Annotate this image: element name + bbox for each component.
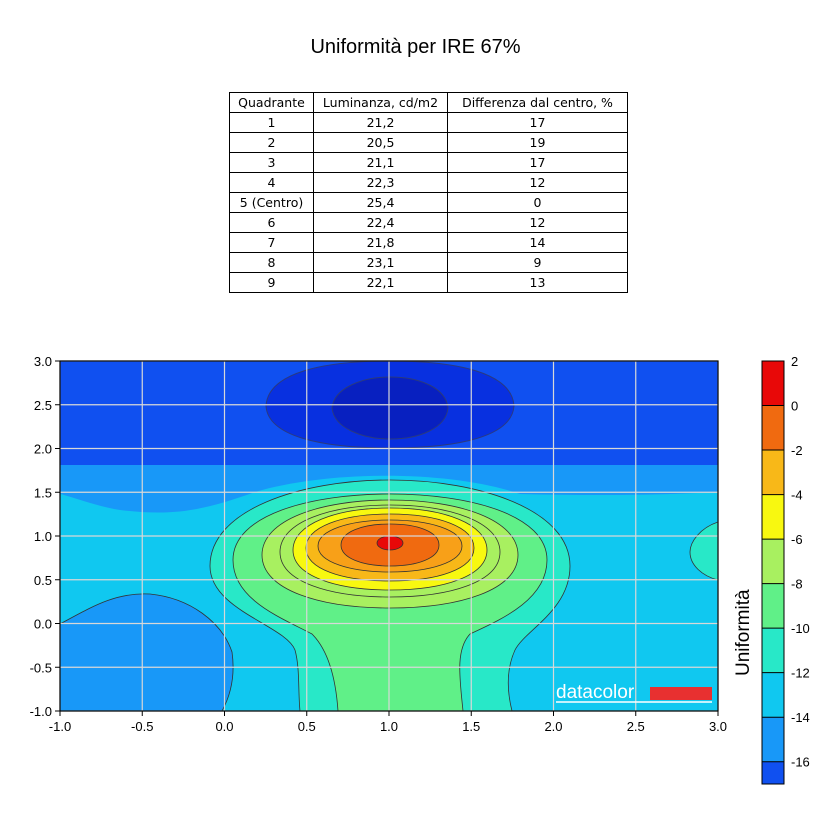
y-tick-label: -1.0 — [30, 704, 52, 719]
cell-quadrant: 5 (Centro) — [229, 192, 314, 213]
colorbar-tick-label: 2 — [791, 354, 798, 369]
colorbar-band — [762, 672, 784, 718]
colorbar-band — [762, 628, 784, 673]
y-tick-label: 2.0 — [34, 442, 52, 457]
uniformity-table: Quadrante Luminanza, cd/m2 Differenza da… — [229, 92, 628, 293]
colorbar — [761, 360, 785, 785]
colorbar-band — [762, 761, 784, 784]
x-tick-label: 3.0 — [709, 719, 727, 734]
colorbar-tick-label: -10 — [791, 621, 810, 636]
y-axis: 3.0 2.5 2.0 1.5 1.0 0.5 0.0 -0.5 -1.0 — [30, 354, 60, 719]
colorbar-tick-label: -16 — [791, 755, 810, 770]
cell-difference: 13 — [447, 272, 628, 293]
colorbar-band — [762, 361, 784, 406]
table-row: 5 (Centro) 25,4 0 — [229, 192, 628, 213]
cell-difference: 12 — [447, 172, 628, 193]
contour-band-top-min — [331, 376, 449, 440]
datacolor-logo-bar — [650, 687, 712, 700]
header-difference: Differenza dal centro, % — [447, 92, 628, 113]
y-tick-label: 1.5 — [34, 485, 52, 500]
table-row: 3 21,1 17 — [229, 152, 628, 173]
x-tick-label: 0.0 — [215, 719, 233, 734]
x-tick-label: 2.5 — [627, 719, 645, 734]
colorbar-band — [762, 583, 784, 629]
colorbar-label: Uniformità — [733, 589, 754, 676]
x-tick-label: -1.0 — [49, 719, 71, 734]
colorbar-tick-label: -8 — [791, 577, 803, 592]
header-luminance: Luminanza, cd/m2 — [313, 92, 448, 113]
y-tick-label: -0.5 — [30, 660, 52, 675]
datacolor-watermark: datacolor — [556, 682, 712, 703]
colorbar-tick-label: -2 — [791, 443, 803, 458]
cell-luminance: 21,2 — [313, 112, 448, 133]
x-axis: -1.0 -0.5 0.0 0.5 1.0 1.5 2.0 2.5 3.0 — [49, 711, 727, 734]
table-header-row: Quadrante Luminanza, cd/m2 Differenza da… — [229, 92, 628, 113]
x-tick-label: 2.0 — [544, 719, 562, 734]
colorbar-band — [762, 717, 784, 762]
cell-difference: 17 — [447, 152, 628, 173]
header-quadrant: Quadrante — [229, 92, 314, 113]
chart-title: Uniformità per IRE 67% — [310, 36, 521, 58]
table-row: 4 22,3 12 — [229, 172, 628, 193]
colorbar-band — [762, 450, 784, 495]
contour-peak — [376, 535, 404, 551]
y-tick-label: 3.0 — [34, 354, 52, 369]
colorbar-band — [762, 494, 784, 540]
x-tick-label: 0.5 — [298, 719, 316, 734]
colorbar-tick-label: -14 — [791, 710, 810, 725]
x-tick-label: 1.0 — [380, 719, 398, 734]
datacolor-logo-text: datacolor — [556, 682, 635, 703]
table-row: 9 22,1 13 — [229, 272, 628, 293]
colorbar-tick-label: -4 — [791, 488, 803, 503]
cell-difference: 12 — [447, 212, 628, 233]
colorbar-tick-label: -6 — [791, 532, 803, 547]
y-tick-label: 2.5 — [34, 398, 52, 413]
table-row: 2 20,5 19 — [229, 132, 628, 153]
y-tick-label: 1.0 — [34, 529, 52, 544]
colorbar-ticks: 2 0 -2 -4 -6 -8 -10 -12 -14 -16 — [762, 354, 810, 770]
y-tick-label: 0.0 — [34, 617, 52, 632]
colorbar-tick-label: 0 — [791, 399, 798, 414]
y-tick-label: 0.5 — [34, 573, 52, 588]
x-tick-label: -0.5 — [131, 719, 153, 734]
table-row: 6 22,4 12 — [229, 212, 628, 233]
colorbar-band — [762, 539, 784, 584]
x-tick-label: 1.5 — [462, 719, 480, 734]
colorbar-tick-label: -12 — [791, 666, 810, 681]
colorbar-band — [762, 405, 784, 451]
cell-luminance: 22,3 — [313, 172, 448, 193]
